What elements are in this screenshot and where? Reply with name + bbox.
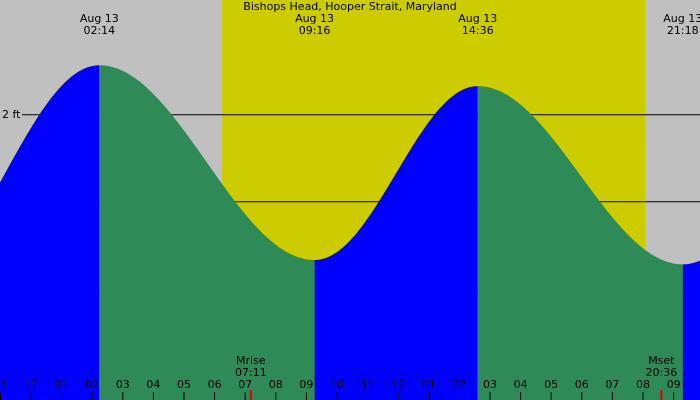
moon-label: Mset — [648, 354, 675, 367]
extreme-date: Aug 13 — [80, 12, 119, 25]
extreme-date: Aug 13 — [663, 12, 700, 25]
extreme-time: 21:18 — [667, 24, 699, 37]
x-tick-label: 01 — [422, 378, 436, 391]
x-tick-label: 11 — [0, 378, 7, 391]
rising-tide — [682, 260, 700, 400]
x-tick-label: 12 — [391, 378, 405, 391]
moon-label: Mrise — [236, 354, 266, 367]
x-tick-label: 05 — [544, 378, 558, 391]
x-tick-label: 12 — [24, 378, 38, 391]
x-tick-label: 01 — [55, 378, 69, 391]
falling-tide — [477, 86, 683, 400]
moon-time: 07:11 — [235, 366, 267, 379]
x-tick-label: 09 — [299, 378, 313, 391]
extreme-time: 14:36 — [462, 24, 494, 37]
x-tick-label: 06 — [208, 378, 222, 391]
x-tick-label: 03 — [483, 378, 497, 391]
x-tick-label: 06 — [575, 378, 589, 391]
chart-title: Bishops Head, Hooper Strait, Maryland — [243, 0, 456, 13]
falling-tide — [99, 65, 315, 400]
extreme-date: Aug 13 — [295, 12, 334, 25]
x-tick-label: 10 — [330, 378, 344, 391]
x-tick-label: 07 — [238, 378, 252, 391]
moon-time: 20:36 — [646, 366, 678, 379]
extreme-time: 09:16 — [299, 24, 331, 37]
y-tick-label: 2 ft — [2, 108, 21, 121]
x-tick-label: 08 — [269, 378, 283, 391]
extreme-date: Aug 13 — [458, 12, 497, 25]
x-tick-label: 02 — [452, 378, 466, 391]
extreme-time: 02:14 — [83, 24, 115, 37]
x-tick-label: 05 — [177, 378, 191, 391]
x-tick-label: 09 — [667, 378, 681, 391]
x-tick-label: 11 — [361, 378, 375, 391]
x-tick-label: 02 — [85, 378, 99, 391]
x-tick-label: 04 — [514, 378, 528, 391]
x-tick-label: 07 — [605, 378, 619, 391]
x-tick-label: 03 — [116, 378, 130, 391]
rising-tide — [0, 65, 100, 400]
rising-tide — [314, 86, 478, 400]
x-tick-label: 08 — [636, 378, 650, 391]
x-tick-label: 04 — [146, 378, 160, 391]
